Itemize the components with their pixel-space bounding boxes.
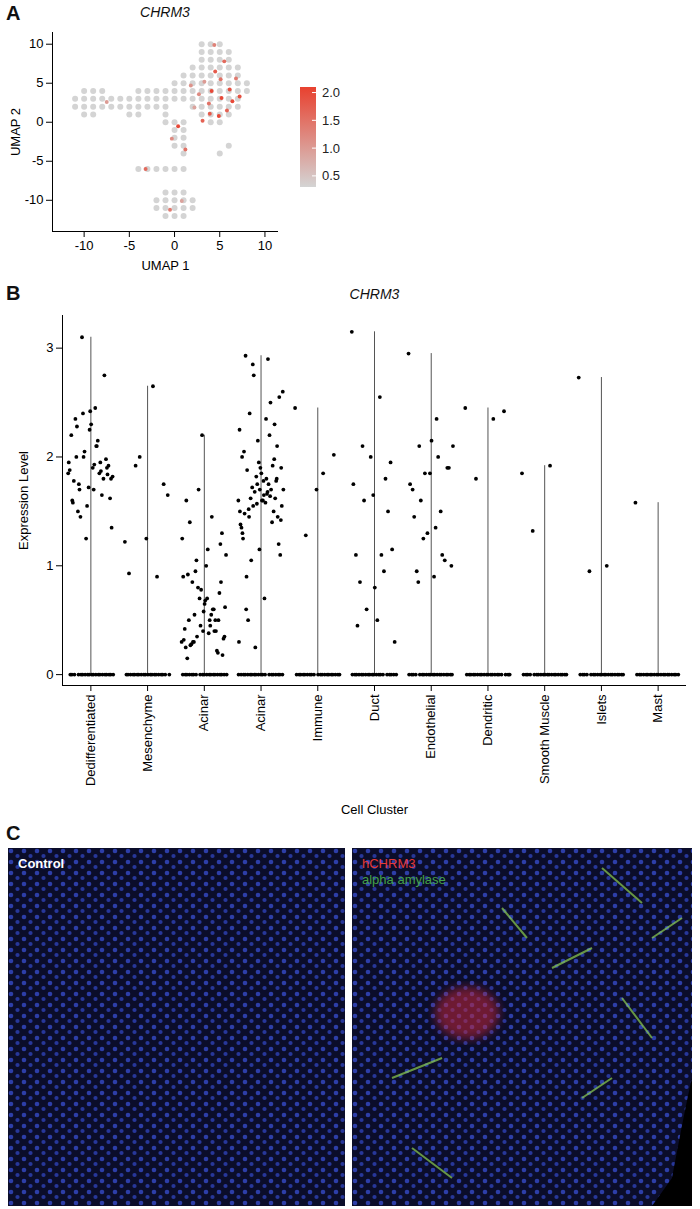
svg-text:Dedifferentiated: Dedifferentiated: [83, 695, 98, 787]
svg-text:Acinar: Acinar: [253, 694, 268, 732]
svg-text:2: 2: [46, 449, 53, 464]
svg-text:UMAP 1: UMAP 1: [141, 258, 189, 273]
svg-text:-5: -5: [32, 153, 44, 168]
html-text:C: C: [6, 822, 21, 844]
svg-text:Cell Cluster: Cell Cluster: [341, 802, 409, 817]
html-text:CHRM3: CHRM3: [140, 4, 190, 20]
svg-text:0: 0: [171, 238, 178, 253]
html-text:A: A: [6, 2, 21, 24]
svg-text:0: 0: [46, 667, 53, 682]
svg-text:Immune: Immune: [310, 695, 325, 742]
svg-text:Control: Control: [18, 856, 64, 871]
svg-text:1: 1: [46, 558, 53, 573]
svg-text:3: 3: [46, 340, 53, 355]
svg-text:Acinar: Acinar: [196, 694, 211, 732]
html-text:CHRM3: CHRM3: [349, 286, 400, 302]
svg-text:1.5: 1.5: [322, 113, 340, 128]
svg-text:Smooth Muscle: Smooth Muscle: [537, 695, 552, 785]
svg-text:Endothelial: Endothelial: [423, 694, 438, 758]
svg-text:Dendritic: Dendritic: [480, 694, 495, 746]
svg-text:-10: -10: [75, 238, 94, 253]
svg-text:10: 10: [258, 238, 272, 253]
svg-text:10: 10: [29, 36, 43, 51]
svg-text:hCHRM3: hCHRM3: [362, 856, 415, 871]
svg-text:5: 5: [216, 238, 223, 253]
svg-text:Mesenchyme: Mesenchyme: [140, 695, 155, 772]
svg-text:2.0: 2.0: [322, 85, 340, 100]
html-text:B: B: [6, 282, 21, 304]
svg-text:Islets: Islets: [594, 694, 609, 725]
svg-text:0.5: 0.5: [322, 168, 340, 183]
svg-text:0: 0: [36, 114, 43, 129]
svg-text:Expression Level: Expression Level: [16, 451, 31, 550]
svg-text:-10: -10: [25, 192, 44, 207]
svg-text:1.0: 1.0: [322, 141, 340, 156]
svg-text:Mast: Mast: [650, 694, 665, 723]
svg-text:5: 5: [36, 75, 43, 90]
svg-text:alpha amylase: alpha amylase: [362, 872, 446, 887]
svg-text:Duct: Duct: [367, 694, 382, 721]
svg-text:-5: -5: [124, 238, 136, 253]
svg-text:UMAP 2: UMAP 2: [8, 108, 23, 156]
